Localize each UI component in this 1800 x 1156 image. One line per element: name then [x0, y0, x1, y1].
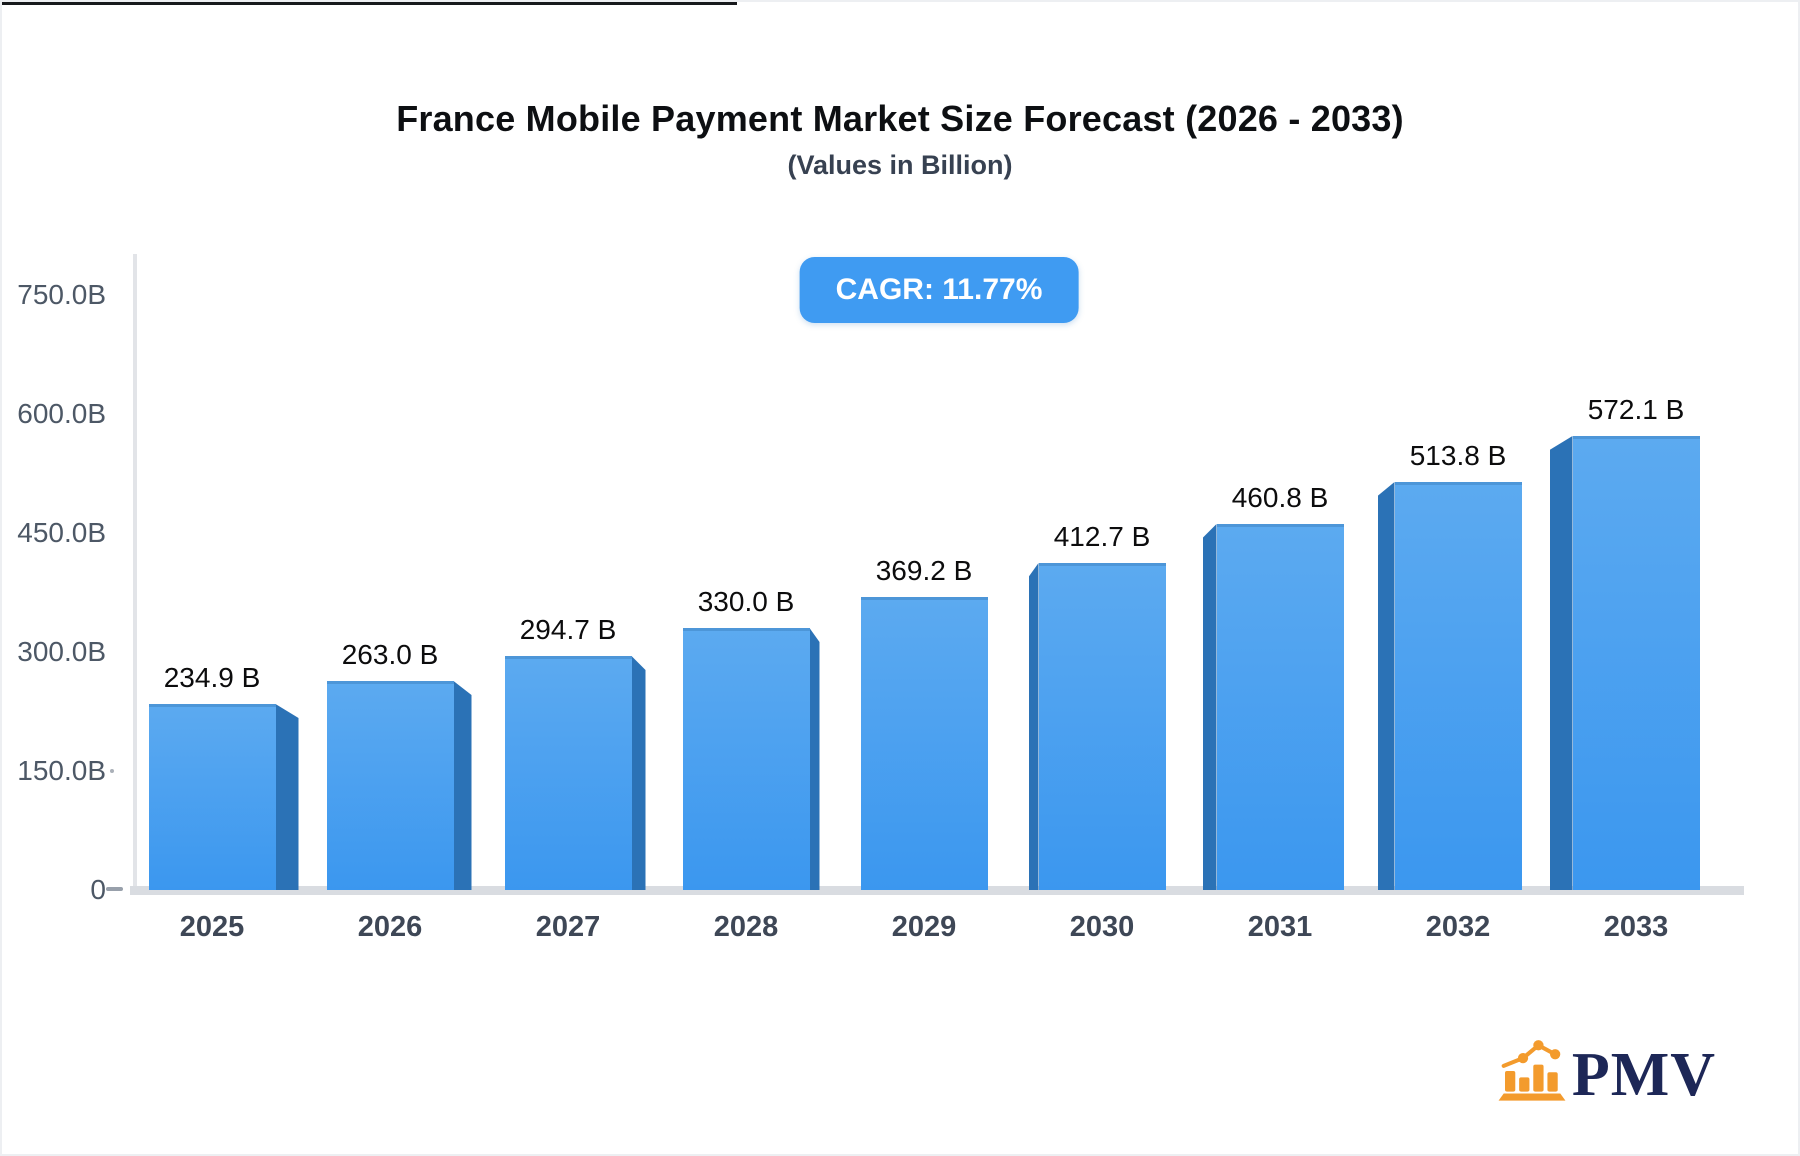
y-tick-label: 450.0B [17, 517, 106, 548]
y-tick-label: 150.0B [17, 755, 106, 786]
bar-3d-side [1549, 436, 1573, 890]
bar-2032 [1394, 482, 1522, 890]
bar-value-label: 369.2 B [875, 555, 973, 586]
bar-value-label: 460.8 B [1231, 482, 1329, 513]
y-axis-line [133, 254, 137, 890]
chart-subtitle: (Values in Billion) [787, 150, 1013, 180]
x-tick-label: 2030 [1069, 911, 1135, 943]
bar-value-label: 234.9 B [163, 662, 261, 693]
x-tick-label: 2025 [179, 911, 245, 943]
bar-value-label: 412.7 B [1053, 521, 1151, 552]
x-tick-label: 2032 [1425, 911, 1491, 943]
bar-chart-icon [1498, 1040, 1566, 1101]
bar-2031 [1216, 524, 1344, 890]
bar-2027 [504, 656, 632, 890]
bar-3d-side [631, 656, 646, 890]
bar-2030 [1038, 563, 1166, 890]
bar-3d-side [1377, 482, 1395, 890]
bar-value-label: 513.8 B [1409, 440, 1507, 471]
brand-name: PMV [1571, 1040, 1716, 1109]
chart-title: France Mobile Payment Market Size Foreca… [396, 98, 1404, 139]
top-border-line [2, 2, 737, 5]
bar-2029 [860, 597, 988, 890]
bar-3d-side [1028, 563, 1039, 890]
bar-value-label: 263.0 B [341, 639, 439, 670]
x-tick-label: 2029 [891, 911, 957, 943]
bar-value-label: 572.1 B [1587, 394, 1685, 425]
bar-2028 [682, 628, 810, 890]
bar-2025 [148, 704, 276, 890]
bar-2026 [326, 681, 454, 890]
y-tick-label: 300.0B [17, 636, 106, 667]
y-tick-label: 0 [90, 874, 106, 905]
bar-2033 [1572, 436, 1700, 890]
bar-value-label: 294.7 B [519, 614, 617, 645]
y-tick-label: 750.0B [17, 279, 106, 310]
zero-tick-mark [106, 887, 123, 891]
brand-logo: PMV [1496, 1038, 1716, 1109]
x-tick-label: 2033 [1603, 911, 1669, 943]
bar-3d-side [275, 704, 299, 890]
bar-value-label: 330.0 B [697, 586, 795, 617]
cagr-badge: CAGR: 11.77% [799, 257, 1079, 323]
y-tick-dot [110, 769, 114, 773]
x-axis-baseline [130, 886, 1744, 895]
x-tick-label: 2027 [535, 911, 601, 943]
bar-3d-side [1202, 524, 1217, 890]
x-tick-label: 2028 [713, 911, 779, 943]
y-tick-label: 600.0B [17, 398, 106, 429]
bar-3d-side [453, 681, 472, 890]
bar-3d-side [809, 628, 820, 890]
x-tick-label: 2031 [1247, 911, 1313, 943]
x-tick-label: 2026 [357, 911, 423, 943]
